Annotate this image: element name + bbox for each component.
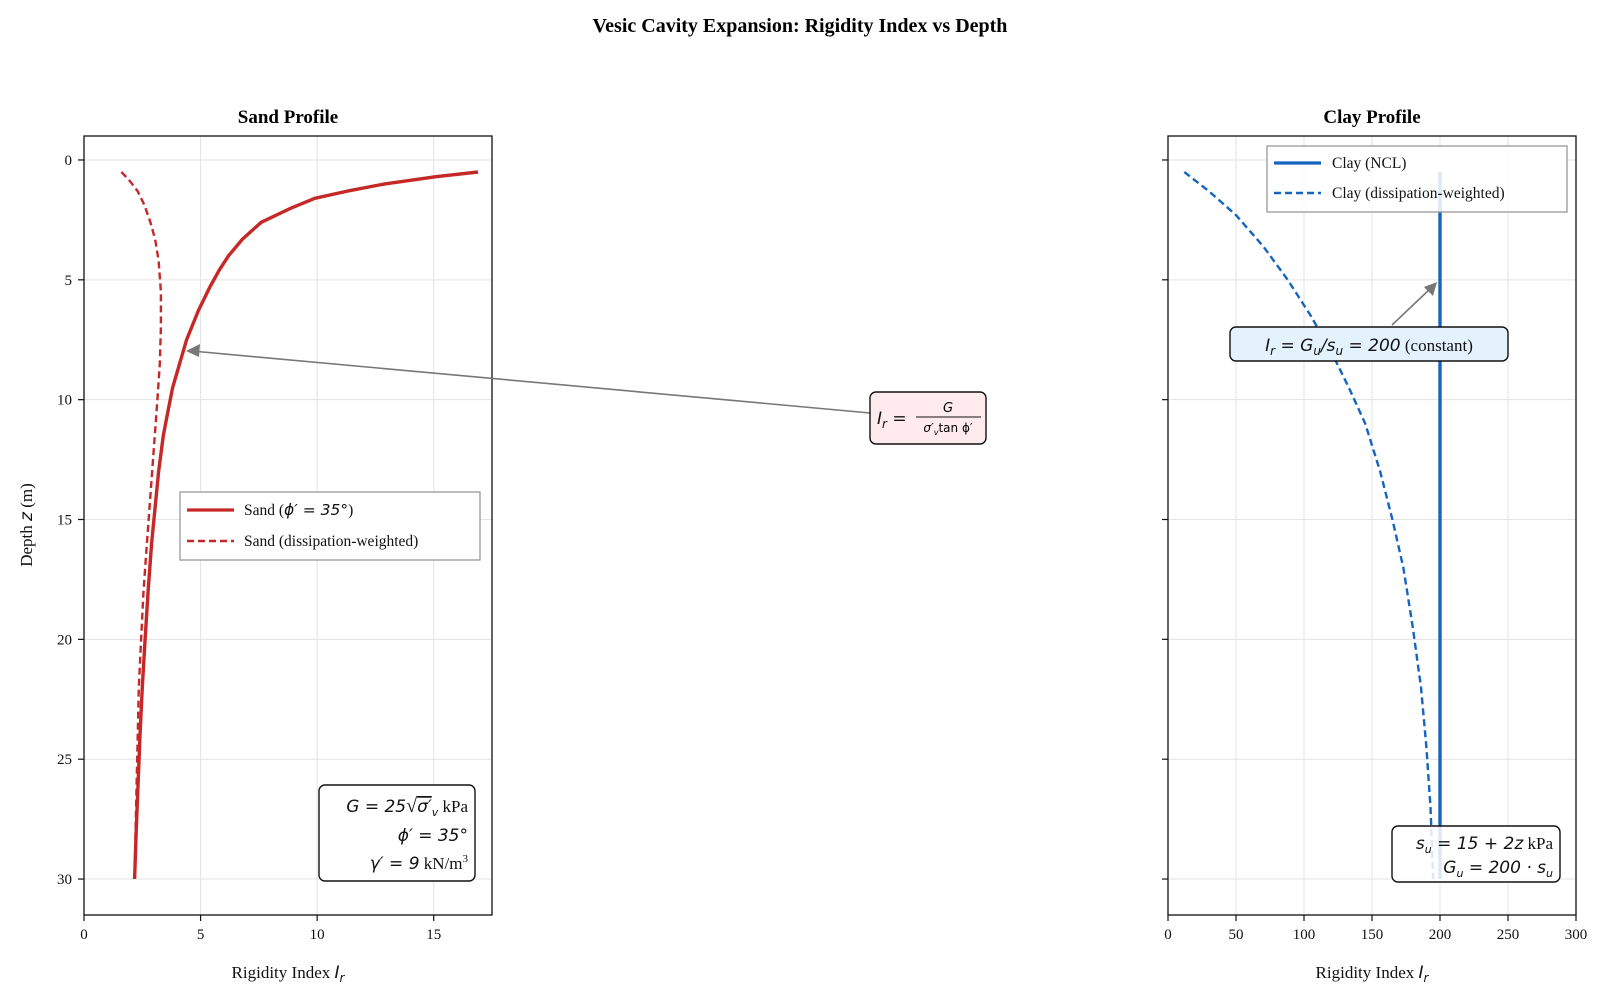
sand-formula-arrow [191, 350, 871, 414]
clay-constant-text: Ir = Gu/su = 200 (constant) [1265, 336, 1473, 358]
sand-tick-label-y-30: 30 [57, 872, 72, 888]
clay-axes-frame [1167, 135, 1577, 916]
sand-axes-frame [83, 135, 493, 916]
sand-tick-label-y-15: 15 [57, 513, 72, 529]
figure-suptitle: Vesic Cavity Expansion: Rigidity Index v… [593, 15, 1008, 37]
sand-formula-numerator: G [943, 401, 953, 416]
sand-tick-label-y-20: 20 [57, 632, 72, 648]
sand-legend-label-solid: Sand (ϕ′ = 35°) [244, 501, 353, 519]
sand-tick-label-y-10: 10 [57, 393, 72, 409]
sand-x-axis-label: Rigidity Index Ir [232, 963, 346, 985]
sand-params-line3: γ′ = 9 kN/m3 [370, 853, 469, 874]
clay-params-line1: su = 15 + 2z kPa [1416, 834, 1554, 856]
sand-tick-label-y-5: 5 [65, 273, 73, 289]
clay-tick-label-x-250: 250 [1497, 927, 1520, 943]
clay-tick-label-x-150: 150 [1361, 927, 1384, 943]
clay-legend-label-dashed: Clay (dissipation-weighted) [1332, 185, 1505, 202]
clay-constant-arrow [1391, 287, 1432, 326]
clay-tick-label-x-100: 100 [1293, 927, 1316, 943]
clay-constant-callout: Ir = Gu/su = 200 (constant) [1229, 282, 1509, 362]
clay-params-line2: Gu = 200 · su [1443, 858, 1553, 880]
clay-params-box: su = 15 + 2z kPa Gu = 200 · su [1391, 825, 1561, 883]
clay-tick-label-x-300: 300 [1565, 927, 1588, 943]
clay-tick-label-x-200: 200 [1429, 927, 1452, 943]
sand-formula-box [869, 391, 987, 445]
clay-params-frame [1391, 825, 1561, 883]
clay-panel-title: Clay Profile [1323, 107, 1420, 128]
sand-params-line2: ϕ′ = 35° [398, 826, 468, 846]
sand-params-box: G = 25√σ′v kPa ϕ′ = 35° γ′ = 9 kN/m3 [318, 784, 476, 882]
clay-tick-label-x-0: 0 [1164, 927, 1172, 943]
clay-constant-arrowhead [1424, 282, 1437, 296]
sand-y-axis-label: Depth z (m) [17, 483, 37, 567]
clay-constant-box [1229, 326, 1509, 362]
sand-tick-label-x-10: 10 [310, 927, 325, 943]
clay-ticks: 0 50 100 150 200 250 300 [1162, 159, 1588, 943]
sand-series-main-line [132, 170, 479, 880]
sand-lines [120, 170, 479, 880]
sand-legend-label-dashed: Sand (dissipation-weighted) [244, 533, 418, 550]
sand-formula-denominator: σ′vtan ϕ′ [923, 421, 972, 437]
clay-grid [1167, 136, 1577, 915]
sand-formula-lhs: Ir = [877, 409, 907, 431]
sand-tick-label-x-0: 0 [80, 927, 88, 943]
sand-panel-title: Sand Profile [238, 107, 338, 128]
sand-tick-label-x-15: 15 [426, 927, 441, 943]
sand-formula-arrowhead [186, 344, 200, 357]
sand-params-frame [318, 784, 476, 882]
sand-params-line1: G = 25√σ′v kPa [346, 795, 468, 819]
sand-tick-label-x-5: 5 [197, 927, 205, 943]
clay-series-dissipation-weighted-line [1183, 171, 1435, 880]
clay-tick-label-x-50: 50 [1229, 927, 1244, 943]
sand-legend: Sand (ϕ′ = 35°) Sand (dissipation-weight… [179, 491, 481, 561]
clay-legend: Clay (NCL) Clay (dissipation-weighted) [1266, 145, 1568, 213]
clay-x-axis-label: Rigidity Index Ir [1316, 963, 1430, 985]
sand-formula-callout: Ir = G σ′vtan ϕ′ [186, 344, 987, 445]
clay-legend-label-solid: Clay (NCL) [1332, 155, 1406, 172]
sand-tick-label-y-25: 25 [57, 752, 72, 768]
sand-tick-label-y-0: 0 [65, 153, 73, 169]
sand-series-dissipation-weighted-line [120, 171, 163, 880]
sand-panel: Sand Profile 0 5 10 15 0 5 10 15 20 25 30 Rigidity… [17, 107, 493, 985]
clay-panel: Clay Profile 0 50 100 150 200 250 300 Rigidity… [1162, 107, 1587, 985]
clay-legend-frame [1266, 145, 1568, 213]
clay-lines [1183, 171, 1442, 880]
sand-ticks: 0 5 10 15 0 5 10 15 20 25 30 [57, 153, 441, 943]
sand-legend-frame [179, 491, 481, 561]
